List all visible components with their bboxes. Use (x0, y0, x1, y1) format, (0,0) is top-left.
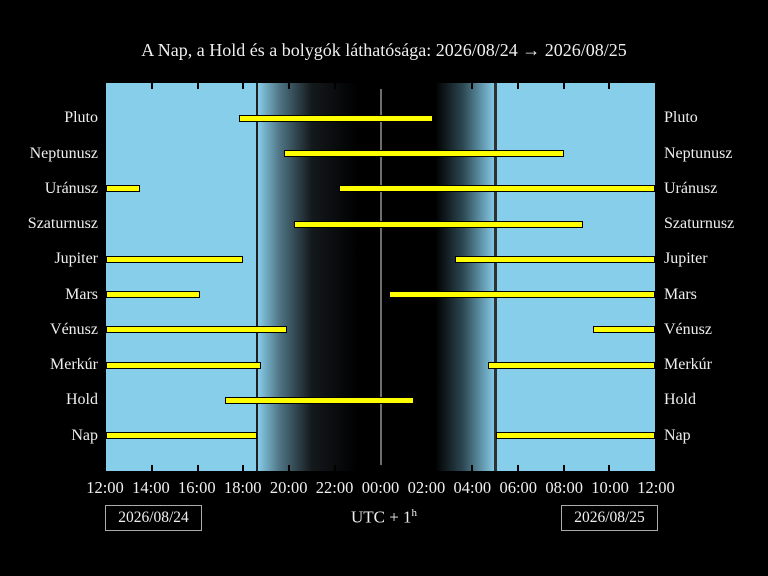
axis-tick-bottom (242, 465, 245, 471)
y-label-left-pluto: Pluto (64, 109, 98, 127)
axis-tick-bottom (471, 465, 473, 471)
y-label-right-nap: Nap (664, 426, 691, 444)
visibility-bar-szaturnusz-0 (293, 220, 583, 228)
visibility-bar-uranusz-1 (338, 185, 656, 193)
visibility-bar-hold-0 (224, 396, 415, 404)
y-label-right-neptunusz: Neptunusz (664, 144, 733, 162)
axis-tick-top (608, 83, 611, 89)
axis-tick-top (150, 83, 153, 89)
x-tick-label-6: 00:00 (361, 478, 400, 497)
x-tick-label-4: 20:00 (269, 478, 308, 497)
y-label-right-mars: Mars (664, 285, 697, 303)
axis-tick-top (288, 83, 290, 89)
x-tick-label-12: 12:00 (637, 478, 675, 497)
axis-tick-bottom (150, 465, 153, 471)
visibility-bar-merkur-1 (488, 361, 655, 369)
timezone-superscript: h (411, 507, 418, 519)
sunrise-line (494, 83, 498, 471)
date-box-start: 2026/08/24 (105, 505, 202, 531)
visibility-bar-merkur-0 (106, 361, 261, 369)
y-label-left-neptunusz: Neptunusz (29, 144, 98, 162)
y-label-left-mars: Mars (65, 285, 98, 303)
chart-title: A Nap, a Hold és a bolygók láthatósága: … (141, 40, 627, 60)
x-tick-label-8: 04:00 (453, 478, 492, 497)
axis-tick-bottom (379, 465, 382, 471)
axis-tick-bottom (425, 465, 428, 471)
x-tick-label-11: 10:00 (591, 478, 629, 497)
x-axis: 12:00 14:00 16:00 18:00 20:00 22:00 00:00 02:00… (0, 478, 768, 500)
visibility-bar-venusz-0 (106, 326, 287, 334)
axis-tick-bottom (562, 465, 565, 471)
visibility-bar-mars-0 (106, 291, 201, 299)
x-tick-label-5: 22:00 (315, 478, 354, 497)
x-tick-label-9: 06:00 (499, 478, 538, 497)
y-label-right-pluto: Pluto (664, 109, 698, 127)
timezone-text: UTC + 1 (350, 507, 412, 527)
visibility-bar-nap-0 (106, 432, 258, 440)
y-label-right-hold: Hold (664, 391, 696, 409)
y-label-right-merkur: Merkúr (664, 356, 712, 374)
y-label-right-venusz: Vénusz (664, 320, 712, 338)
midnight-line (379, 83, 382, 471)
x-tick-label-7: 02:00 (407, 478, 446, 497)
visibility-bar-neptunusz-0 (283, 150, 564, 158)
date-box-end: 2026/08/25 (561, 505, 658, 531)
axis-tick-bottom (608, 465, 611, 471)
y-label-left-szaturnusz: Szaturnusz (27, 215, 98, 233)
y-label-right-uranusz: Uránusz (664, 179, 718, 197)
visibility-bar-jupiter-1 (454, 255, 655, 263)
visibility-bar-nap-1 (495, 432, 655, 440)
visibility-bar-mars-1 (388, 291, 655, 299)
y-label-right-jupiter: Jupiter (664, 250, 708, 268)
y-label-left-uranusz: Uránusz (44, 179, 98, 197)
axis-tick-top (516, 83, 519, 89)
x-tick-label-3: 18:00 (223, 478, 262, 497)
axis-tick-top (562, 83, 565, 89)
axis-tick-top (425, 83, 428, 89)
visibility-bar-jupiter-0 (106, 255, 243, 263)
y-axis-left: Pluto Neptunusz Uránusz Szaturnusz Jupiter Ma… (0, 83, 98, 471)
y-label-left-merkur: Merkúr (50, 356, 98, 374)
y-label-left-jupiter: Jupiter (54, 250, 98, 268)
x-tick-label-1: 14:00 (132, 478, 170, 497)
visibility-bar-uranusz-0 (106, 185, 141, 193)
axis-tick-top (379, 83, 382, 89)
axis-tick-bottom (196, 465, 199, 471)
y-axis-right: Pluto Neptunusz Uránusz Szaturnusz Jupiter Ma… (664, 83, 768, 471)
visibility-bar-venusz-1 (593, 326, 655, 334)
plot-area (104, 81, 657, 473)
y-label-left-hold: Hold (66, 391, 98, 409)
visibility-bar-pluto-0 (239, 114, 434, 122)
y-label-right-szaturnusz: Szaturnusz (664, 215, 735, 233)
axis-tick-top (333, 83, 336, 89)
axis-tick-bottom (288, 465, 290, 471)
x-tick-label-2: 16:00 (178, 478, 216, 497)
axis-tick-bottom (516, 465, 519, 471)
x-tick-label-0: 12:00 (86, 478, 124, 497)
y-label-left-nap: Nap (71, 426, 98, 444)
axis-tick-bottom (333, 465, 336, 471)
axis-tick-top (196, 83, 199, 89)
sunset-line (256, 83, 259, 471)
axis-tick-top (242, 83, 245, 89)
axis-tick-top (471, 83, 473, 89)
x-tick-label-10: 08:00 (545, 478, 583, 497)
timezone-label: UTC + 1h (284, 507, 484, 528)
y-label-left-venusz: Vénusz (50, 320, 98, 338)
